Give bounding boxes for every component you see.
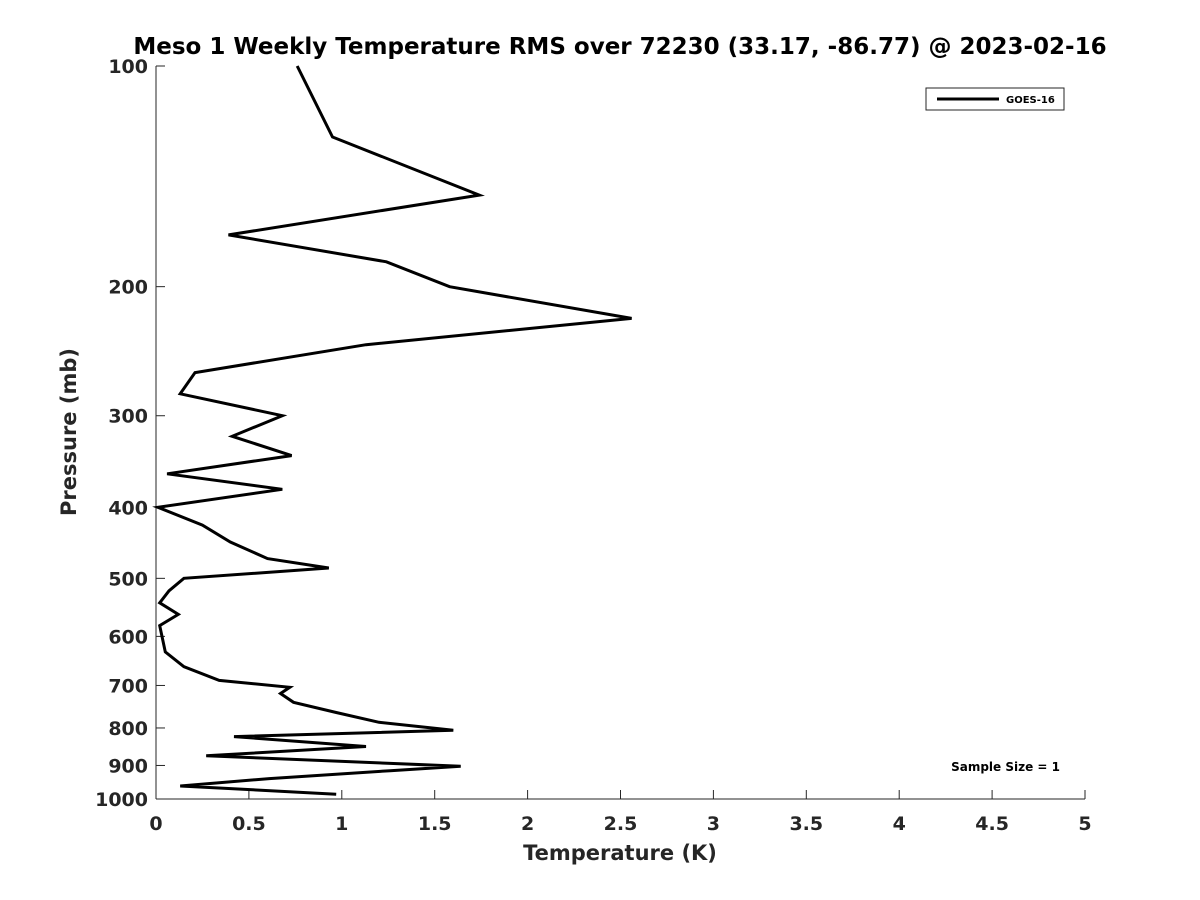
x-tick-label: 2.5 <box>604 813 638 835</box>
y-tick-label: 600 <box>108 626 148 648</box>
sample-size-annotation: Sample Size = 1 <box>951 760 1060 774</box>
y-tick-label: 900 <box>108 755 148 777</box>
chart-title: Meso 1 Weekly Temperature RMS over 72230… <box>133 34 1106 60</box>
y-tick-label: 1000 <box>95 789 148 811</box>
y-axis-label: Pressure (mb) <box>57 348 81 516</box>
x-tick-label: 5 <box>1078 813 1091 835</box>
x-tick-label: 4 <box>893 813 906 835</box>
series-line-goes-16 <box>152 65 632 796</box>
legend-label: GOES-16 <box>1006 95 1055 106</box>
y-tick-label: 100 <box>108 56 148 78</box>
y-tick-label: 300 <box>108 406 148 428</box>
x-tick-label: 1 <box>335 813 348 835</box>
y-tick-label: 400 <box>108 497 148 519</box>
x-axis-label: Temperature (K) <box>523 841 717 865</box>
x-tick-label: 3 <box>707 813 720 835</box>
x-tick-label: 4.5 <box>975 813 1009 835</box>
y-tick-label: 800 <box>108 718 148 740</box>
x-tick-label: 0 <box>149 813 162 835</box>
y-tick-label: 200 <box>108 277 148 299</box>
y-tick-label: 500 <box>108 568 148 590</box>
y-tick-label: 700 <box>108 675 148 697</box>
x-tick-label: 0.5 <box>232 813 266 835</box>
x-tick-label: 2 <box>521 813 534 835</box>
x-tick-label: 3.5 <box>789 813 823 835</box>
x-tick-label: 1.5 <box>418 813 452 835</box>
